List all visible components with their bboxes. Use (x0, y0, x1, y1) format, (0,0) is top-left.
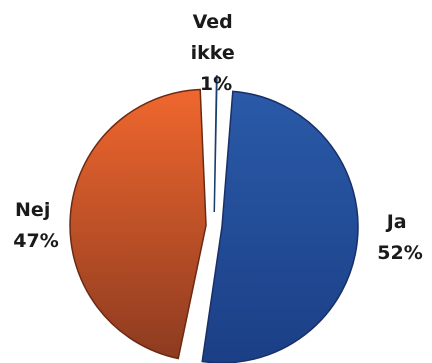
slice-label-nej: Nej 47% (13, 199, 58, 252)
pie-slice-nej (69, 88, 207, 360)
pie-slice-ved-ikke (213, 75, 218, 213)
pie-slice-ja (201, 90, 359, 363)
slice-label-ved-ikke: Ved ikke 1% (191, 11, 242, 95)
slice-label-ja: Ja 52% (377, 211, 422, 264)
